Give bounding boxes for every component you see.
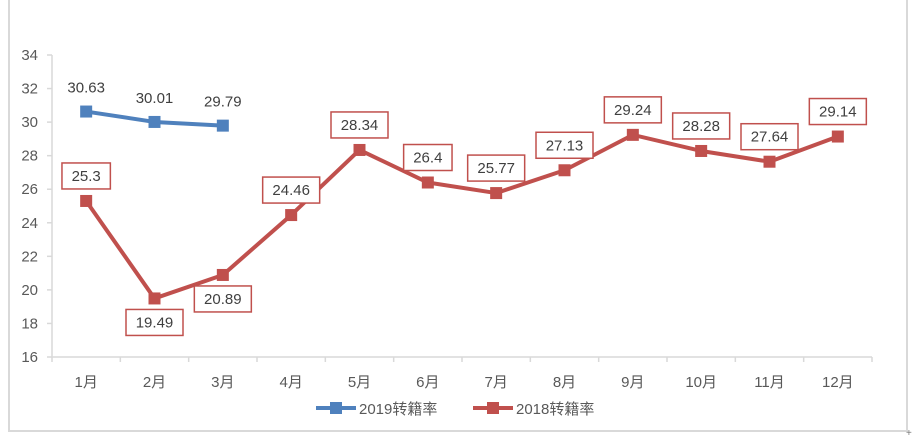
data-label-box xyxy=(535,131,594,160)
data-point-marker xyxy=(80,105,93,118)
x-tick-label: 2月 xyxy=(143,374,166,391)
y-tick-label: 24 xyxy=(21,215,38,232)
x-tick-label: 11月 xyxy=(754,374,785,391)
data-point-marker xyxy=(831,130,844,143)
data-point-marker xyxy=(558,164,571,177)
data-label: 26.4 xyxy=(413,150,442,167)
data-label: 27.64 xyxy=(751,129,789,146)
x-tick-label: 8月 xyxy=(553,374,576,391)
data-point-marker xyxy=(80,194,93,207)
data-point-marker xyxy=(626,128,639,141)
legend-item-2019: 2019转籍率 xyxy=(316,401,437,418)
data-label-box xyxy=(125,308,184,337)
data-label: 28.34 xyxy=(341,117,379,134)
data-point-marker xyxy=(285,209,298,222)
legend-label: 2019转籍率 xyxy=(359,401,437,418)
legend-item-2018: 2018转籍率 xyxy=(473,401,594,418)
legend-marker-icon xyxy=(330,402,342,414)
data-label: 19.49 xyxy=(136,314,174,331)
data-label: 29.24 xyxy=(614,102,652,119)
data-label-box xyxy=(603,96,663,124)
data-label: 29.14 xyxy=(819,104,857,121)
data-label-box xyxy=(61,162,112,190)
data-point-marker xyxy=(763,155,776,168)
y-tick-label: 16 xyxy=(21,349,38,366)
anchor-mark: + xyxy=(906,428,912,439)
x-tick-label: 6月 xyxy=(416,374,439,391)
y-tick-label: 18 xyxy=(21,315,38,332)
data-label-box xyxy=(466,154,526,182)
y-tick-label: 22 xyxy=(21,248,38,265)
data-point-marker xyxy=(490,187,503,200)
chart-frame xyxy=(8,0,908,432)
data-label-box xyxy=(808,97,868,126)
data-label-box xyxy=(261,176,321,204)
data-point-marker xyxy=(421,176,434,189)
series-line xyxy=(84,132,839,301)
data-label: 24.46 xyxy=(272,182,310,199)
y-tick-label: 26 xyxy=(21,181,38,198)
y-tick-label: 20 xyxy=(21,282,38,299)
data-point-marker xyxy=(353,143,366,156)
data-label-box xyxy=(402,143,453,172)
y-tick-label: 32 xyxy=(21,81,38,98)
legend-marker-icon xyxy=(487,402,499,414)
y-tick-label: 34 xyxy=(21,47,38,64)
y-tick-label: 30 xyxy=(21,114,38,131)
series-2018: 25.3 19.49 20.89 24.46 28.34 26.4 25.77 27.13 29… xyxy=(61,96,868,337)
x-tick-label: 3月 xyxy=(211,374,234,391)
x-tick-label: 10月 xyxy=(685,374,717,391)
x-tick-label: 7月 xyxy=(484,374,507,391)
data-label: 27.13 xyxy=(546,137,584,154)
x-tick-label: 1月 xyxy=(74,374,97,391)
data-label: 29.79 xyxy=(204,94,242,111)
data-label-box xyxy=(671,112,731,140)
x-tick-label: 12月 xyxy=(822,374,854,391)
data-label: 25.77 xyxy=(477,160,515,177)
data-point-marker xyxy=(148,292,161,305)
y-tick-label: 28 xyxy=(21,148,38,165)
data-label-box xyxy=(330,111,389,139)
data-point-marker xyxy=(216,119,229,132)
data-point-marker xyxy=(695,144,708,157)
data-point-marker xyxy=(148,115,161,128)
data-label: 20.89 xyxy=(204,291,242,308)
x-tick-label: 5月 xyxy=(348,374,371,391)
data-label-box xyxy=(740,122,799,151)
data-label: 28.28 xyxy=(682,118,720,135)
x-tick-label: 9月 xyxy=(621,374,644,391)
x-tick-label: 4月 xyxy=(279,374,302,391)
series-2019: 30.63 30.01 29.79 xyxy=(67,80,242,132)
legend-label: 2018转籍率 xyxy=(516,401,594,418)
data-label: 25.3 xyxy=(72,168,101,185)
data-label: 30.01 xyxy=(136,90,174,107)
data-label: 30.63 xyxy=(67,80,105,97)
data-label-box xyxy=(193,285,253,313)
data-point-marker xyxy=(216,268,229,281)
